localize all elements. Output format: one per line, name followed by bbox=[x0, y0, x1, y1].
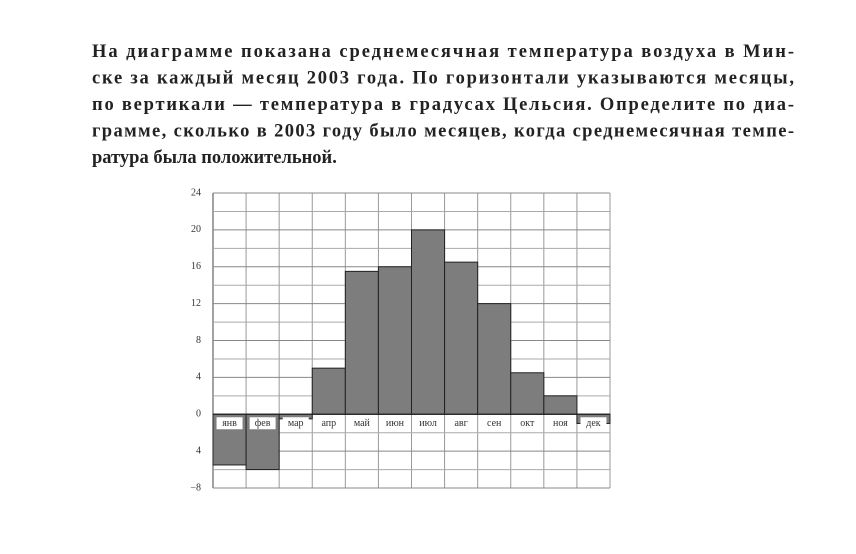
bar bbox=[444, 261, 479, 415]
y-tick-label: −8 bbox=[190, 482, 201, 493]
label-bg bbox=[481, 417, 508, 430]
text-line: грамме, сколько в 2003 году было месяцев… bbox=[92, 122, 794, 142]
text-line: ратура была положительной. bbox=[92, 148, 337, 168]
x-tick-label: окт bbox=[520, 418, 535, 429]
text-line: На диаграмме показана среднемесячная тем… bbox=[92, 42, 794, 62]
y-tick-label: 8 bbox=[196, 335, 201, 346]
label-bg bbox=[348, 417, 375, 430]
text-line: по вертикали — температура в градусах Це… bbox=[92, 95, 794, 115]
y-tick-label: 4 bbox=[196, 372, 201, 383]
label-bg bbox=[381, 417, 408, 430]
label-bg bbox=[514, 417, 541, 430]
label-bg bbox=[216, 417, 243, 430]
x-tick-label: фев bbox=[255, 418, 271, 429]
x-tick-label: янв bbox=[222, 418, 237, 429]
label-bg bbox=[547, 417, 574, 430]
x-tick-label: мар bbox=[288, 418, 304, 429]
x-tick-label: апр bbox=[321, 418, 336, 429]
x-tick-label: авг bbox=[454, 418, 467, 429]
bar bbox=[510, 372, 545, 415]
bar bbox=[477, 303, 512, 415]
bar bbox=[344, 270, 379, 415]
y-tick-label: 24 bbox=[191, 187, 201, 198]
text-line: ске за каждый месяц 2003 года. По горизо… bbox=[92, 69, 794, 89]
label-bg bbox=[580, 417, 607, 430]
label-bg bbox=[282, 417, 309, 430]
y-tick-label: 12 bbox=[191, 298, 201, 309]
bar bbox=[543, 395, 578, 415]
bar bbox=[311, 367, 346, 415]
y-tick-label: 16 bbox=[191, 261, 201, 272]
label-bg bbox=[415, 417, 442, 430]
x-tick-label: май bbox=[354, 418, 371, 429]
y-tick-label: 0 bbox=[196, 409, 201, 420]
chart: 24 20 16 12 8 4 0 4 −8 янв фев мар апр май июн июл авг се… bbox=[190, 187, 611, 493]
x-tick-label: июн bbox=[386, 418, 405, 429]
problem-text: На диаграмме показана среднемесячная тем… bbox=[92, 42, 794, 168]
x-tick-label: июл bbox=[419, 418, 437, 429]
x-tick-label: дек bbox=[586, 418, 601, 429]
bar bbox=[411, 229, 446, 415]
y-tick-label: 4 bbox=[196, 445, 201, 456]
x-tick-label: сен bbox=[487, 418, 502, 429]
bar bbox=[377, 266, 412, 415]
label-bg bbox=[448, 417, 475, 430]
y-tick-label: 20 bbox=[191, 224, 201, 235]
label-bg bbox=[249, 417, 276, 430]
x-tick-label: ноя bbox=[553, 418, 568, 429]
label-bg bbox=[315, 417, 342, 430]
